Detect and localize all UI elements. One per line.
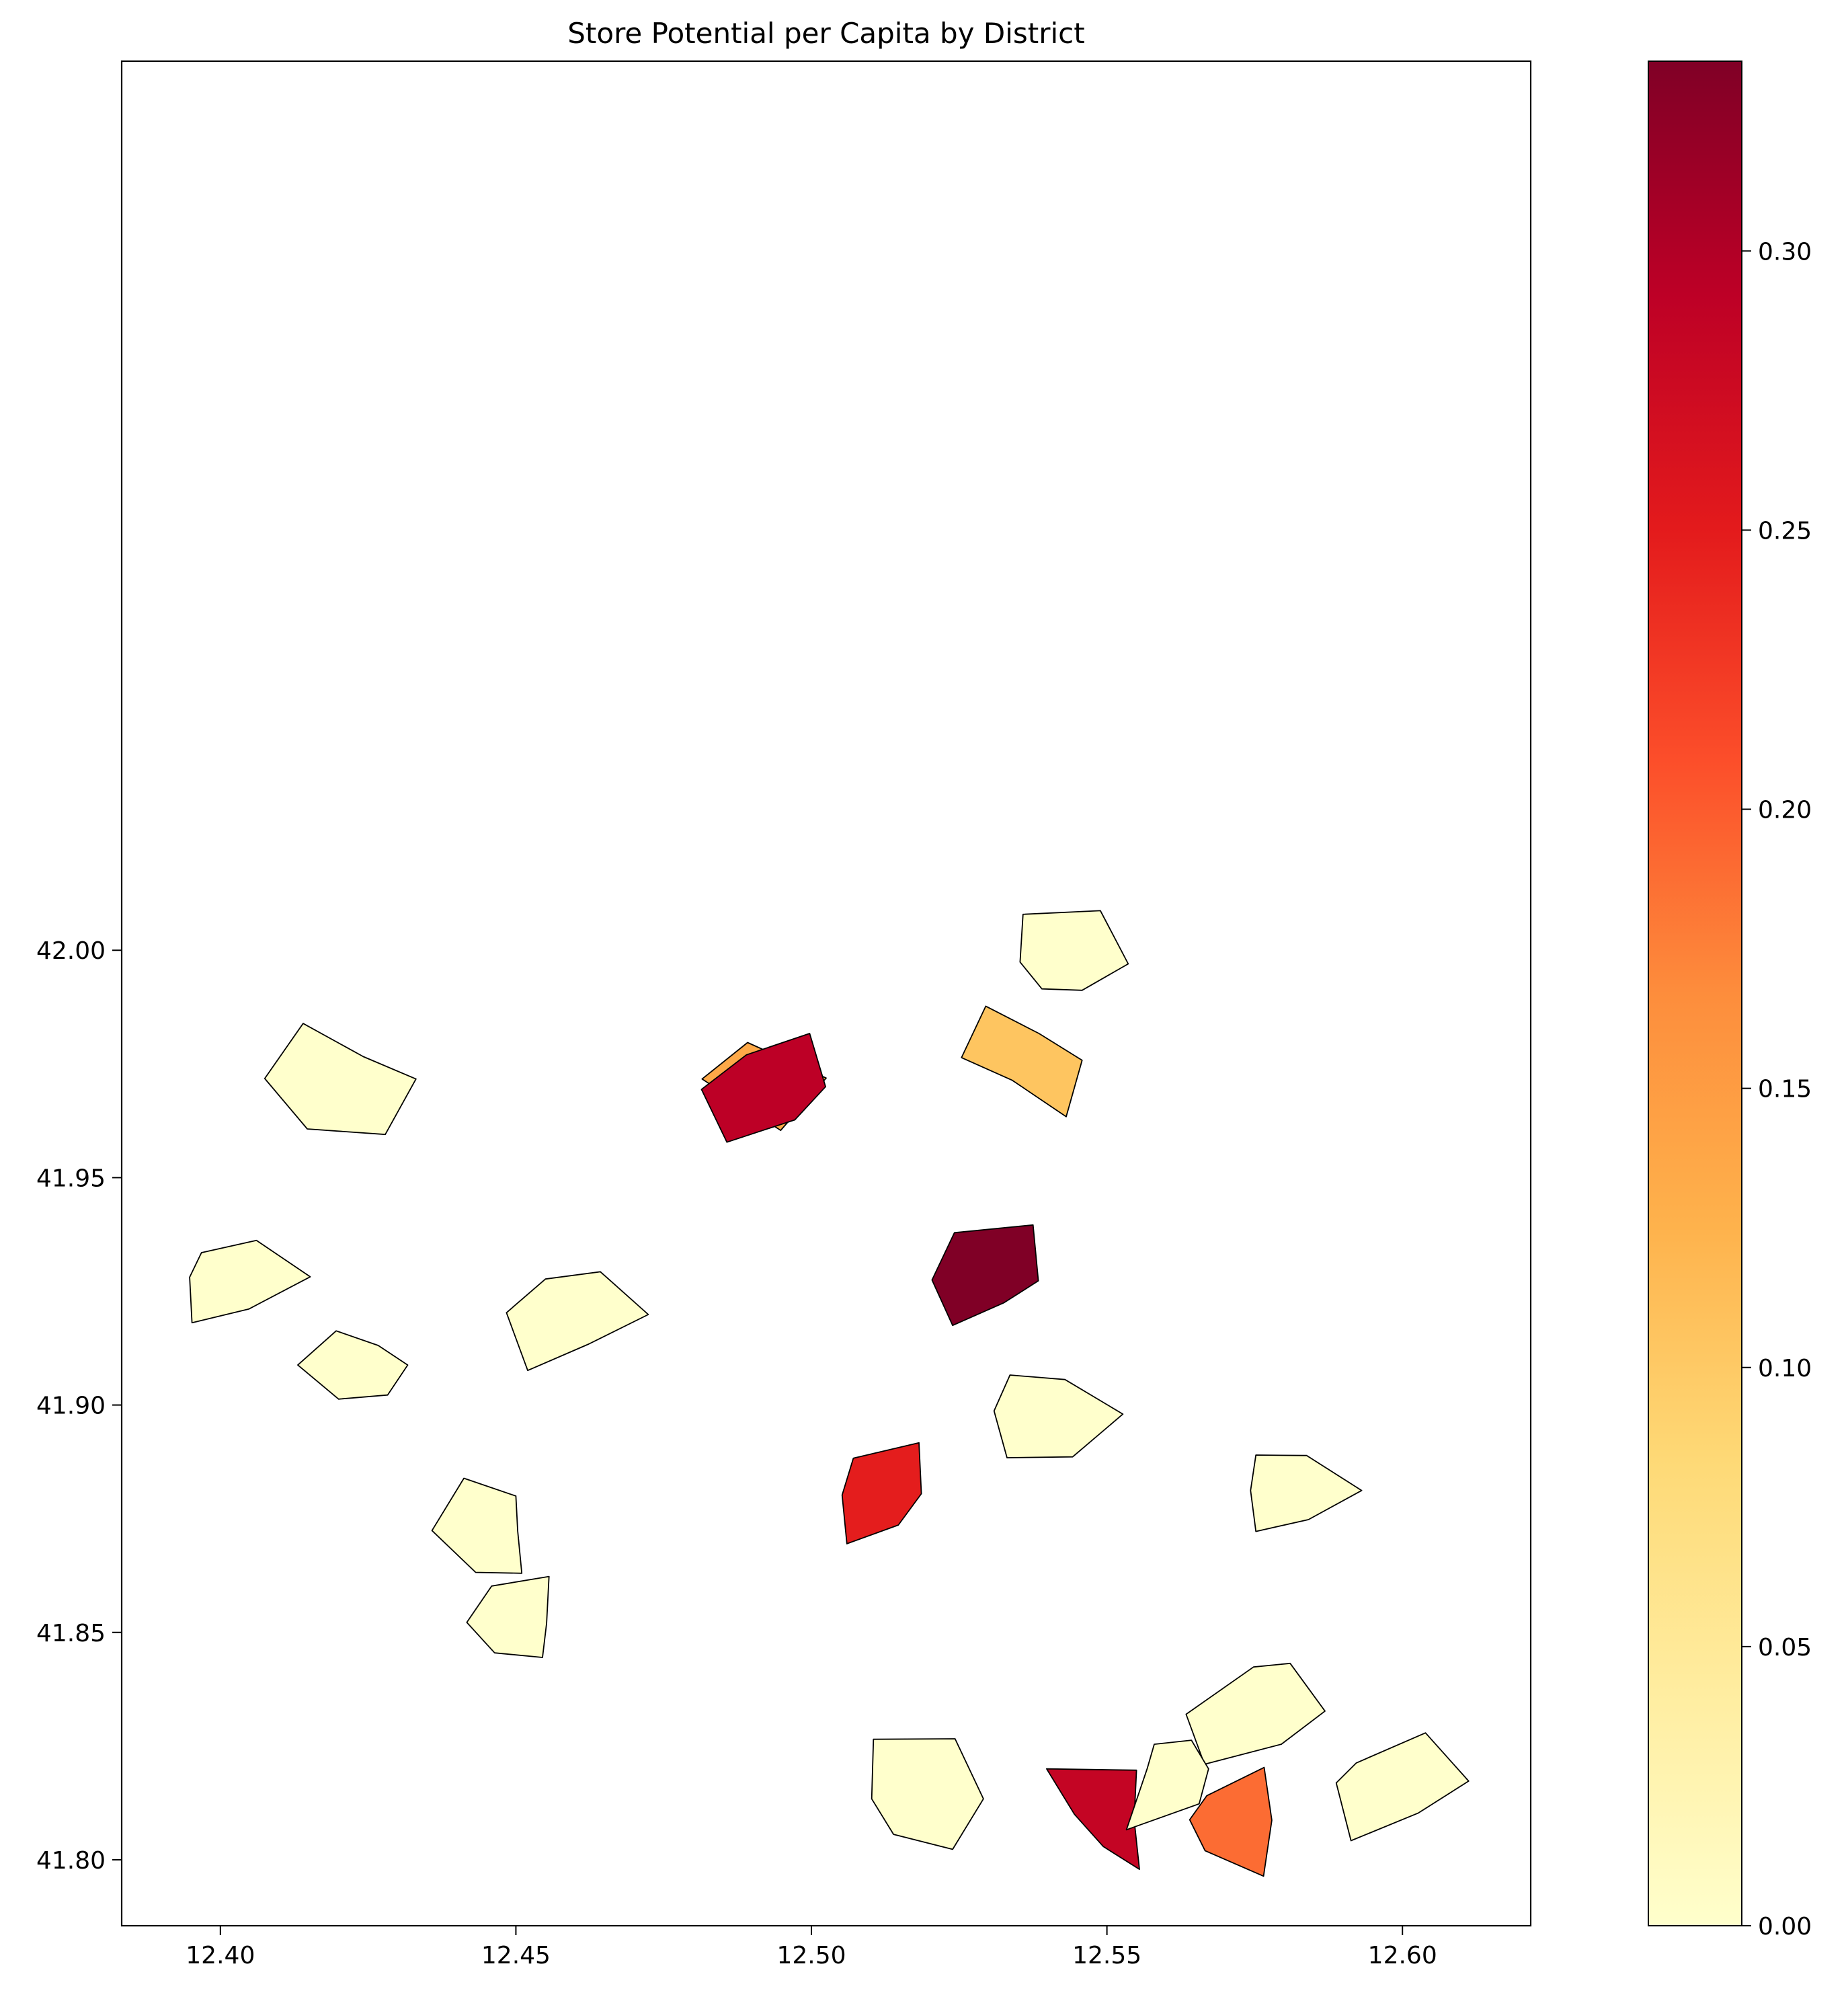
chart-title: Store Potential per Capita by District xyxy=(567,17,1085,50)
district-polygon-12 xyxy=(841,1442,922,1544)
colorbar-tick-label: 0.20 xyxy=(1758,797,1812,824)
district-polygon-9 xyxy=(506,1271,649,1372)
district-polygon-17 xyxy=(1046,1768,1140,1871)
colorbar-tick-label: 0.00 xyxy=(1758,1913,1812,1941)
y-tick-label: 41.90 xyxy=(36,1393,106,1420)
district-polygon-10 xyxy=(993,1374,1124,1458)
y-tick-label: 42.00 xyxy=(36,937,106,965)
colorbar-tick-label: 0.15 xyxy=(1758,1076,1812,1103)
district-polygon-7 xyxy=(189,1239,311,1324)
district-polygon-20 xyxy=(1335,1732,1470,1842)
colorbar-tick-label: 0.05 xyxy=(1758,1634,1812,1661)
y-tick-label: 41.85 xyxy=(36,1620,106,1647)
district-polygon-18 xyxy=(1125,1739,1209,1831)
x-axis: 12.40 12.45 12.50 12.55 12.60 xyxy=(186,1926,1437,1969)
y-tick-label: 41.95 xyxy=(36,1165,106,1192)
x-tick-label: 12.40 xyxy=(186,1942,255,1969)
plot-frame xyxy=(120,60,1532,1927)
district-polygon-2 xyxy=(264,1023,417,1136)
district-polygon-8 xyxy=(297,1330,409,1400)
district-polygon-15 xyxy=(1185,1662,1326,1765)
x-tick-label: 12.55 xyxy=(1072,1942,1141,1969)
colorbar: 0.00 0.05 0.10 0.15 0.20 0.25 0.30 xyxy=(1648,61,1812,1941)
district-polygon-4 xyxy=(700,1033,826,1143)
colorbar-tick-label: 0.10 xyxy=(1758,1355,1812,1382)
colorbar-ticks: 0.00 0.05 0.10 0.15 0.20 0.25 0.30 xyxy=(1742,238,1812,1941)
district-polygon-13 xyxy=(431,1477,523,1574)
x-tick-label: 12.45 xyxy=(481,1942,551,1969)
x-tick-label: 12.60 xyxy=(1368,1942,1437,1969)
colorbar-tick-label: 0.25 xyxy=(1758,517,1812,545)
y-axis: 41.80 41.85 41.90 41.95 42.00 xyxy=(36,937,122,1875)
colorbar-tick-label: 0.30 xyxy=(1758,238,1812,266)
y-tick-label: 41.80 xyxy=(36,1847,106,1875)
district-polygon-19 xyxy=(1189,1766,1273,1877)
district-polygon-5 xyxy=(961,1005,1083,1118)
district-polygon-11 xyxy=(1250,1454,1363,1532)
district-polygon-14 xyxy=(466,1575,550,1658)
x-tick-label: 12.50 xyxy=(776,1942,846,1969)
district-polygon-16 xyxy=(871,1738,984,1850)
district-polygon-1 xyxy=(1019,910,1129,991)
district-polygon-6 xyxy=(931,1224,1039,1327)
colorbar-gradient xyxy=(1648,61,1742,1926)
district-layer xyxy=(189,910,1470,1877)
